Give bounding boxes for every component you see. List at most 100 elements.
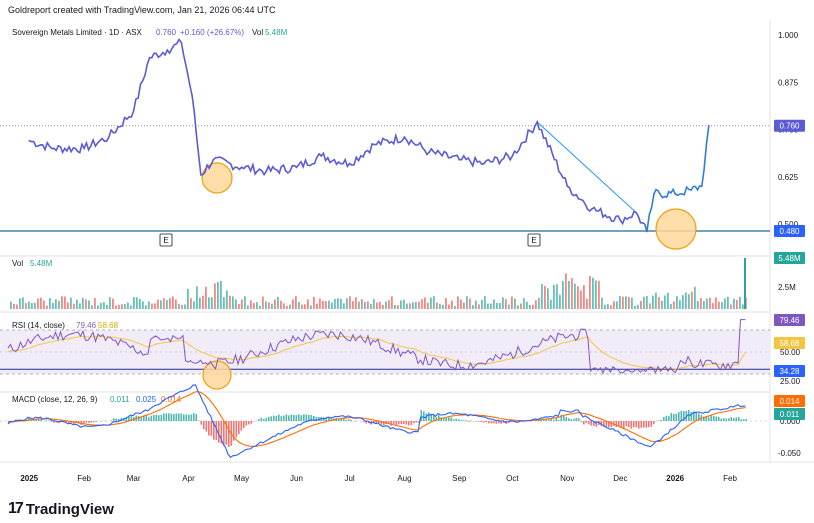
price-axis-tick-4: 0.500 — [778, 220, 799, 229]
macd-histogram-bar — [705, 416, 708, 421]
macd-histogram-bar — [670, 413, 673, 421]
volume-bar — [355, 297, 357, 309]
macd-histogram-bar — [220, 421, 223, 444]
volume-bar — [403, 299, 405, 309]
volume-bar — [34, 302, 36, 309]
volume-bar — [640, 300, 642, 309]
macd-histogram-bar — [343, 418, 345, 421]
macd-histogram-bar — [580, 421, 583, 422]
time-axis-tick-10: Nov — [560, 474, 574, 483]
volume-bar — [637, 304, 639, 309]
price-point — [619, 219, 622, 222]
volume-bar — [433, 296, 435, 309]
volume-bar — [187, 288, 189, 309]
macd-histogram-bar — [503, 421, 505, 423]
macd-histogram-bar — [715, 416, 718, 421]
volume-bar — [427, 302, 429, 309]
volume-bar — [592, 277, 594, 309]
macd-histogram-bar — [718, 416, 720, 421]
tradingview-logo-text: TradingView — [25, 500, 114, 518]
volume-bar — [535, 300, 537, 309]
macd-histogram-bar — [258, 419, 260, 421]
macd-histogram-bar — [638, 421, 640, 429]
time-axis-tick-9: Oct — [506, 474, 519, 483]
volume-bar — [589, 276, 591, 309]
macd-histogram-bar — [590, 421, 593, 426]
volume-bar — [10, 301, 12, 309]
macd-histogram-bar — [298, 414, 300, 421]
volume-bar — [556, 284, 558, 309]
price-point — [483, 162, 485, 165]
macd-histogram-bar — [728, 418, 730, 421]
rsi-line — [7, 319, 746, 375]
macd-histogram-bar — [575, 417, 578, 421]
macd-histogram-bar — [245, 421, 248, 426]
macd-histogram-bar — [338, 418, 340, 421]
macd-histogram-bar — [68, 421, 70, 424]
volume-bar — [511, 296, 513, 309]
macd-histogram-bar — [213, 421, 215, 440]
price-point — [132, 109, 135, 112]
volume-bar — [709, 297, 711, 309]
volume-bar — [394, 304, 396, 309]
macd-histogram-bar — [645, 421, 648, 428]
volume-bar — [502, 297, 504, 309]
macd-histogram-bar — [693, 411, 695, 421]
price-point — [536, 121, 538, 123]
volume-bar — [196, 286, 198, 309]
volume-bar — [286, 305, 288, 309]
volume-bar — [130, 305, 132, 309]
volume-bar — [79, 303, 81, 309]
volume-bar — [238, 304, 240, 309]
macd-histogram-bar — [290, 414, 293, 421]
volume-bar — [550, 299, 552, 309]
volume-bar — [352, 301, 354, 309]
volume-bar — [568, 280, 570, 309]
volume-bar — [436, 302, 438, 309]
volume-bar — [271, 303, 273, 309]
macd-histogram-bar — [400, 421, 403, 424]
price-legend-last: 0.760 — [156, 28, 177, 37]
volume-bar — [379, 301, 381, 309]
macd-histogram-bar — [8, 421, 10, 424]
volume-bar — [316, 303, 318, 309]
volume-bar — [484, 296, 486, 309]
macd-histogram-bar — [303, 414, 305, 421]
macd-histogram-bar — [458, 419, 460, 421]
volume-bar — [310, 305, 312, 309]
volume-bar — [619, 296, 621, 309]
volume-bar — [94, 297, 96, 309]
volume-bar — [67, 302, 69, 309]
volume-bar — [337, 298, 339, 309]
price-point — [690, 189, 692, 191]
volume-bar — [349, 296, 351, 309]
macd-legend-label: MACD (close, 12, 26, 9) — [12, 395, 98, 404]
volume-legend-label: Vol — [12, 259, 23, 268]
macd-histogram-bar — [603, 421, 605, 427]
volume-bar — [226, 290, 228, 309]
volume-bar — [664, 295, 666, 309]
macd-histogram-bar — [685, 410, 688, 421]
macd-histogram-bar — [678, 412, 680, 421]
macd-histogram-bar — [608, 421, 610, 428]
time-axis-tick-2: Mar — [127, 474, 141, 483]
macd-histogram-bar — [208, 421, 210, 436]
volume-bar — [613, 301, 615, 309]
volume-bar — [388, 300, 390, 309]
volume-bar — [520, 303, 522, 309]
volume-bar — [415, 302, 417, 309]
time-axis-tick-6: Jul — [344, 474, 354, 483]
volume-bar — [733, 298, 735, 309]
price-point — [200, 174, 202, 176]
macd-histogram-bar — [480, 421, 483, 423]
volume-bar — [268, 302, 270, 309]
chart-attribution: Goldreport created with TradingView.com,… — [8, 5, 276, 15]
volume-bar — [292, 299, 294, 309]
volume-bar — [82, 297, 84, 309]
volume-bar — [205, 286, 207, 309]
volume-bar — [364, 301, 366, 309]
volume-bar — [529, 305, 531, 309]
macd-histogram-bar — [568, 418, 570, 421]
macd-histogram-bar — [193, 413, 195, 421]
